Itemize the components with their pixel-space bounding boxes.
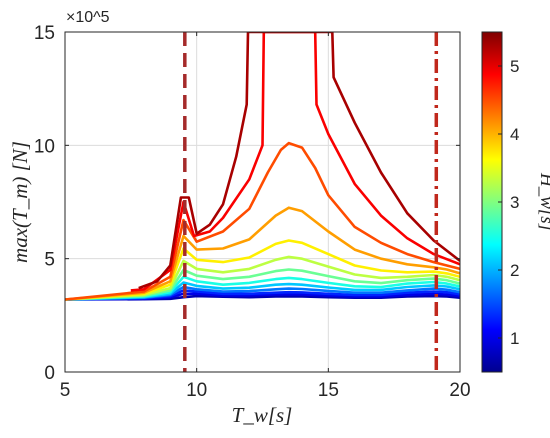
series-line <box>65 281 460 301</box>
x-axis-ticks: 5 10 15 20 <box>60 32 471 401</box>
vertical-markers <box>183 32 439 372</box>
colorbar-label: H_w[s] <box>536 172 550 231</box>
series-line <box>65 206 460 301</box>
series-line <box>65 268 460 301</box>
series-line <box>138 32 460 290</box>
colorbar-tick-label: 4 <box>510 125 519 144</box>
series-line <box>65 285 460 301</box>
series-group <box>65 32 460 301</box>
colorbar-ticks: 1 2 3 4 5 <box>498 57 519 348</box>
series-line <box>65 275 460 301</box>
x-tick-label: 10 <box>186 380 207 401</box>
y-axis-ticks: 0 5 10 15 <box>34 23 460 384</box>
y-tick-label: 0 <box>44 363 55 384</box>
x-tick-label: 20 <box>449 380 470 401</box>
y-tick-label: 5 <box>44 250 55 271</box>
series-line <box>65 141 460 301</box>
y-axis-label: max(T_m) [N] <box>8 141 32 263</box>
y-exponent-label: ×10^5 <box>66 9 110 26</box>
series-line <box>130 32 460 292</box>
y-tick-label: 15 <box>34 23 55 44</box>
x-axis-label: T_w[s] <box>232 403 293 427</box>
x-tick-label: 5 <box>60 380 71 401</box>
series-line <box>65 294 460 301</box>
x-tick-label: 15 <box>318 380 339 401</box>
colorbar-tick-label: 5 <box>510 57 519 76</box>
y-tick-label: 10 <box>34 136 55 157</box>
colorbar-tick-label: 1 <box>510 329 519 348</box>
series-line <box>65 292 460 301</box>
colorbar-tick-label: 3 <box>510 193 519 212</box>
series-line <box>65 255 460 301</box>
series-line <box>65 289 460 301</box>
series-line <box>65 239 460 301</box>
plot-frame <box>64 31 461 373</box>
colorbar-tick-label: 2 <box>510 261 519 280</box>
